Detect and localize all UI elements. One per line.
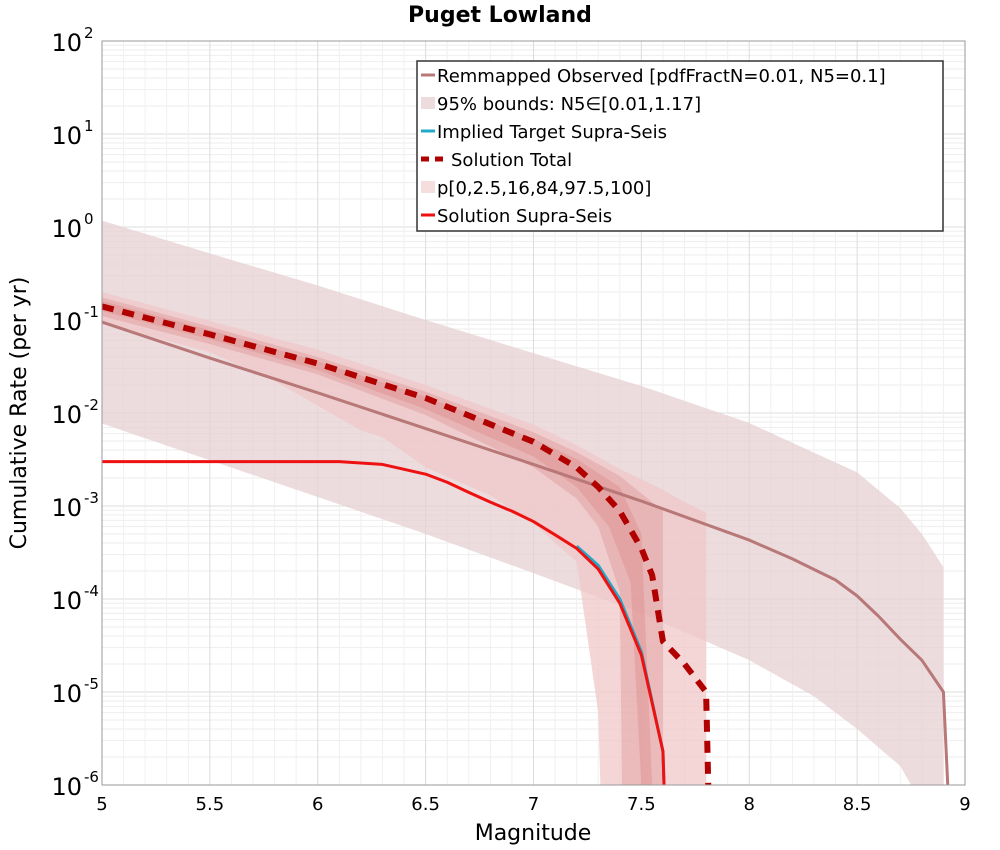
- legend-label: Implied Target Supra-Seis: [437, 122, 667, 143]
- legend-label: Solution Supra-Seis: [437, 206, 612, 227]
- x-tick-label: 7: [528, 794, 539, 815]
- x-tick-label: 8: [744, 794, 755, 815]
- legend-swatch: [421, 97, 435, 109]
- y-tick-exponent: -2: [84, 396, 99, 414]
- legend: Remmapped Observed [pdfFractN=0.01, N5=0…: [416, 60, 944, 232]
- y-tick-label: 10 -3: [51, 489, 99, 522]
- legend-label: p[0,2.5,16,84,97.5,100]: [437, 178, 651, 199]
- y-tick-exponent: -6: [84, 768, 99, 786]
- y-tick-exponent: -1: [84, 303, 99, 321]
- y-tick-exponent: 0: [84, 210, 94, 228]
- y-tick-label: 10 1: [51, 117, 93, 150]
- y-tick-base: 10: [51, 308, 82, 336]
- y-axis-label: Cumulative Rate (per yr): [7, 277, 32, 550]
- x-tick-label: 7.5: [627, 794, 656, 815]
- x-tick-labels: 5 5.5 6 6.5 7 7.5 8 8.5 9: [96, 794, 970, 815]
- y-tick-exponent: -5: [84, 675, 99, 693]
- x-tick-label: 8.5: [843, 794, 872, 815]
- legend-label: Solution Total: [451, 150, 572, 171]
- legend-box: [416, 60, 944, 232]
- x-axis-label: Magnitude: [475, 821, 592, 846]
- y-tick-exponent: -3: [84, 489, 99, 507]
- x-tick-label: 6: [312, 794, 323, 815]
- plot-frame: [101, 40, 966, 786]
- uncertainty-bands: [102, 220, 944, 786]
- x-tick-label: 5: [96, 794, 107, 815]
- y-tick-exponent: -4: [84, 582, 99, 600]
- series-line-0: [101, 320, 950, 786]
- y-tick-label: 10 0: [51, 210, 93, 243]
- legend-label: 95% bounds: N5∈[0.01,1.17]: [437, 94, 701, 115]
- y-tick-base: 10: [51, 587, 82, 615]
- y-tick-label: 10 -6: [51, 768, 99, 801]
- y-tick-exponent: 2: [84, 24, 94, 42]
- y-tick-label: 10 2: [51, 24, 93, 57]
- y-tick-base: 10: [51, 29, 82, 57]
- y-tick-base: 10: [51, 215, 82, 243]
- series-line-2: [102, 460, 666, 786]
- y-tick-label: 10 -5: [51, 675, 99, 708]
- band-2: [102, 297, 663, 785]
- series-line-3: [101, 303, 712, 786]
- y-tick-label: 10 -1: [51, 303, 99, 336]
- series-lines: [101, 303, 950, 786]
- y-tick-base: 10: [51, 773, 82, 801]
- x-tick-label: 6.5: [411, 794, 440, 815]
- legend-swatch: [421, 181, 435, 193]
- y-tick-base: 10: [51, 680, 82, 708]
- x-tick-label: 5.5: [196, 794, 225, 815]
- y-tick-label: 10 -4: [51, 582, 99, 615]
- x-tick-label: 9: [959, 794, 970, 815]
- y-tick-exponent: 1: [84, 117, 94, 135]
- band-1: [102, 292, 707, 785]
- chart-title: Puget Lowland: [408, 3, 592, 28]
- y-tick-base: 10: [51, 401, 82, 429]
- legend-label: Remmapped Observed [pdfFractN=0.01, N5=0…: [437, 66, 886, 87]
- y-tick-base: 10: [51, 494, 82, 522]
- y-tick-base: 10: [51, 122, 82, 150]
- y-tick-label: 10 -2: [51, 396, 99, 429]
